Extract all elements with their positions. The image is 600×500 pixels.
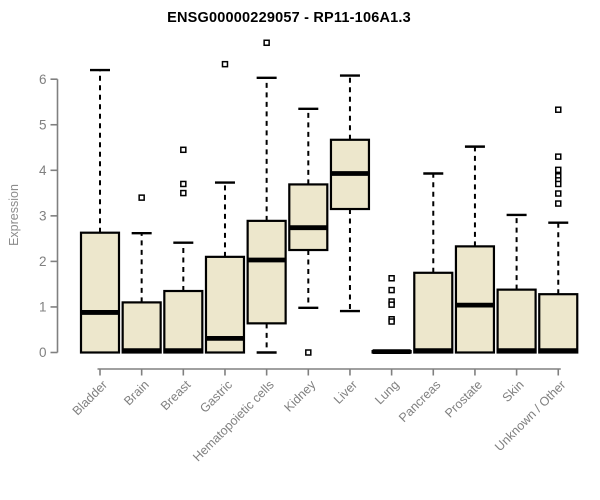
outlier-point [555,153,562,160]
y-tick-label: 6 [39,72,47,87]
box-Hematopoietic cells [246,219,287,325]
box-Pancreas [413,271,454,354]
x-tick-label: Gastric [197,378,235,416]
x-tick-label: Brain [121,378,152,409]
outlier-point [263,39,270,47]
box-Brain [121,301,162,354]
outlier-point [555,106,562,113]
box-Breast [163,289,204,354]
y-tick-label: 2 [39,254,47,269]
y-tick-label: 1 [39,300,47,315]
outlier-point [180,180,187,188]
outlier-point [388,275,395,282]
x-tick-label: Unknown / Other [492,378,568,454]
x-tick-label: Hematopoietic cells [190,378,277,465]
x-tick-label: Kidney [281,377,318,414]
box-Kidney [288,183,329,252]
x-tick-label: Lung [372,378,402,408]
outlier-point [555,190,562,197]
outlier-point [138,194,145,201]
chart-title: ENSG00000229057 - RP11-106A1.3 [167,10,411,26]
x-tick-label: Breast [158,377,194,413]
x-tick-label: Pancreas [396,378,443,425]
x-tick-label: Bladder [70,378,110,418]
box-Bladder [79,231,121,354]
x-tick-label: Skin [500,378,527,405]
outlier-point [221,60,229,68]
box-Unknown / Other [538,293,579,354]
outlier-point [180,189,187,197]
y-tick-label: 3 [39,209,47,224]
box-Prostate [454,245,496,354]
y-tick-label: 0 [39,345,47,360]
outlier-point [388,286,395,294]
outlier-point [388,301,395,308]
x-tick-label: Liver [331,378,360,407]
y-axis-title: Expression [7,184,21,246]
x-tick-label: Prostate [442,378,485,421]
outlier-point [555,200,562,207]
outlier-point [388,318,395,325]
outlier-point [180,146,187,154]
outlier-point [555,180,562,188]
box-Skin [496,288,537,354]
outlier-point [305,349,312,356]
outlier-point [555,166,562,174]
y-tick-label: 5 [39,117,47,132]
y-tick-label: 4 [39,163,47,178]
